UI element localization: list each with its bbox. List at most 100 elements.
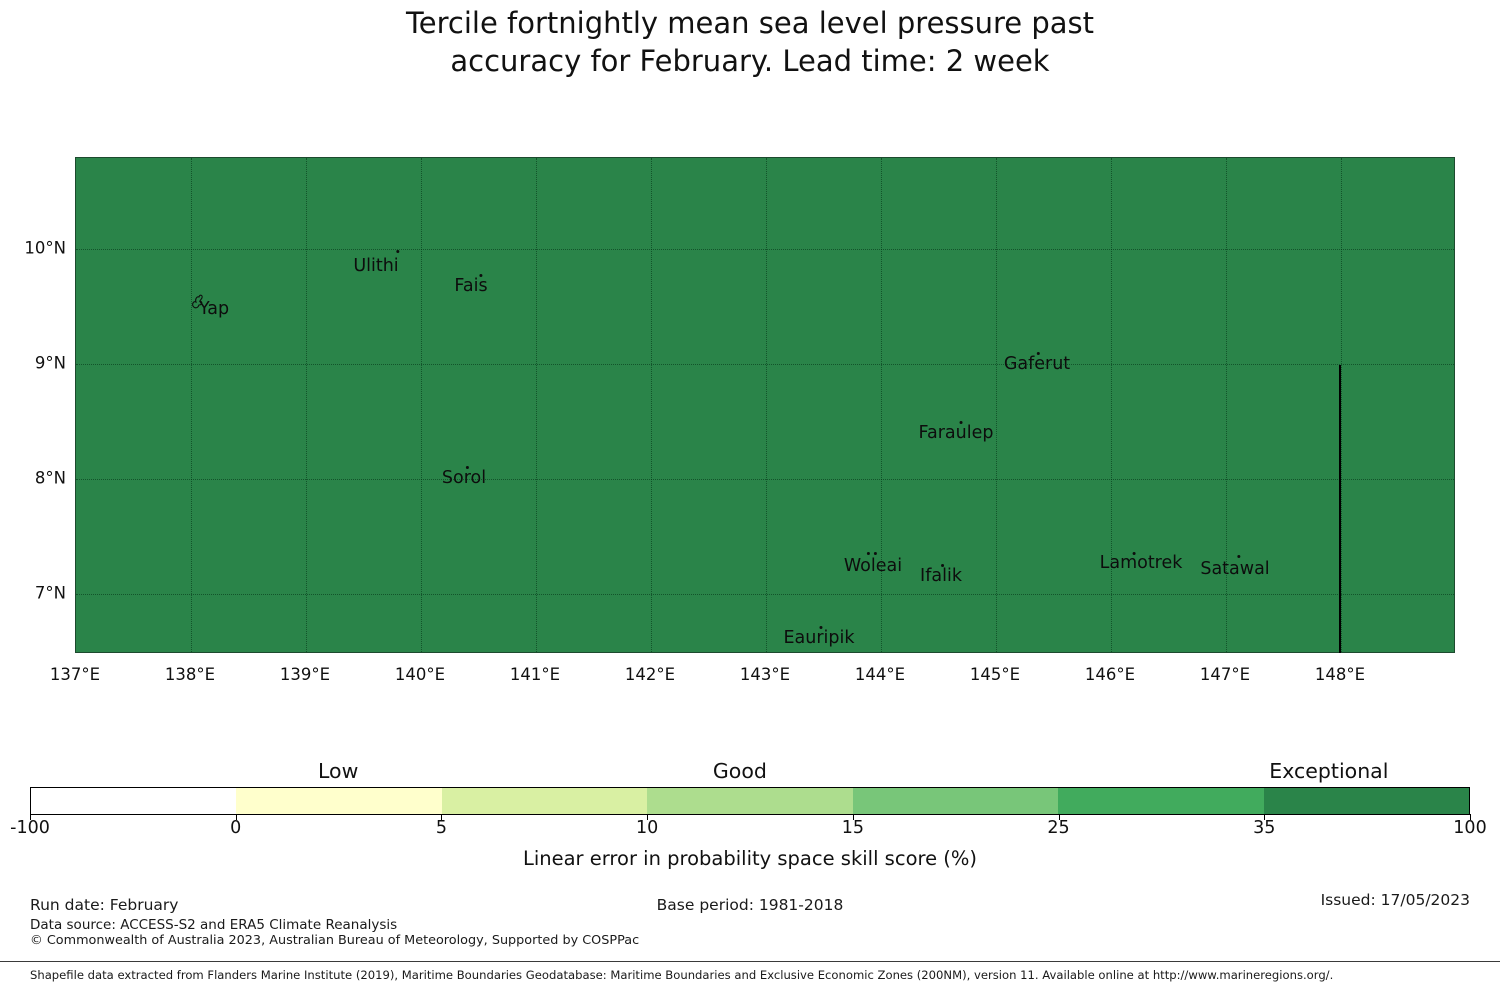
latitude-tick-label: 10°N bbox=[24, 238, 66, 258]
island-label-ulithi: Ulithi bbox=[353, 250, 399, 276]
colorbar-tick-label: 35 bbox=[1253, 818, 1276, 838]
longitude-tick-label: 145°E bbox=[969, 665, 1021, 684]
colorbar-tick bbox=[1264, 814, 1266, 820]
map-gridline-vertical bbox=[881, 158, 882, 652]
footer-base-period: Base period: 1981-2018 bbox=[656, 896, 844, 914]
colorbar-tick bbox=[441, 814, 443, 820]
colorbar-segment-2 bbox=[441, 788, 648, 814]
island-label-satawal: Satawal bbox=[1200, 555, 1270, 579]
colorbar-tick bbox=[1058, 814, 1060, 820]
footer-issued-date: Issued: 17/05/2023 bbox=[1320, 891, 1470, 909]
colorbar-segment-1 bbox=[236, 788, 442, 814]
island-label-lamotrek: Lamotrek bbox=[1099, 552, 1183, 573]
island-dot-marker bbox=[478, 274, 482, 277]
colorbar-tick-label: 25 bbox=[1047, 818, 1070, 838]
island-name: Lamotrek bbox=[1099, 553, 1183, 573]
island-dot-marker bbox=[1133, 552, 1136, 555]
colorbar-segment-3 bbox=[647, 788, 853, 814]
longitude-tick-label: 141°E bbox=[509, 665, 561, 684]
map-gridline-vertical bbox=[1341, 158, 1342, 652]
island-dot-marker bbox=[395, 250, 399, 253]
island-label-fais: Fais bbox=[454, 274, 488, 296]
maritime-boundary-line bbox=[1339, 365, 1341, 653]
longitude-tick-label: 146°E bbox=[1084, 665, 1136, 684]
colorbar-segment-5 bbox=[1058, 788, 1264, 814]
island-dot-marker bbox=[941, 564, 944, 567]
latitude-tick-label: 8°N bbox=[34, 468, 66, 488]
map-gridline-vertical bbox=[1226, 158, 1227, 652]
map-gridline-vertical bbox=[1111, 158, 1112, 652]
island-dot-marker bbox=[866, 552, 870, 555]
map-gridline-vertical bbox=[536, 158, 537, 652]
colorbar-tick-label: 15 bbox=[841, 818, 864, 838]
longitude-tick-label: 148°E bbox=[1314, 665, 1366, 684]
footer-run-date: Run date: February bbox=[30, 896, 179, 914]
island-outline-shape bbox=[190, 293, 206, 316]
island-dot-marker bbox=[1236, 555, 1240, 558]
colorbar-segment-6 bbox=[1263, 788, 1469, 814]
longitude-tick-label: 142°E bbox=[624, 665, 676, 684]
island-dot-marker bbox=[960, 421, 963, 424]
island-name: Eauripik bbox=[783, 628, 855, 648]
island-dot-marker bbox=[873, 552, 877, 555]
colorbar-tick bbox=[852, 814, 854, 820]
island-name: Sorol bbox=[441, 468, 487, 488]
island-label-ifalik: Ifalik bbox=[920, 564, 962, 586]
map-gridline-vertical bbox=[766, 158, 767, 652]
figure-title-line2: accuracy for February. Lead time: 2 week bbox=[450, 44, 1050, 78]
longitude-tick-label: 137°E bbox=[49, 665, 101, 684]
map-gridline-vertical bbox=[306, 158, 307, 652]
map-gridline-horizontal bbox=[76, 594, 1454, 595]
colorbar-tick bbox=[1470, 814, 1471, 820]
footer-copyright: © Commonwealth of Australia 2023, Austra… bbox=[30, 933, 640, 948]
colorbar-tick-label: -100 bbox=[10, 818, 50, 838]
island-name: Ulithi bbox=[353, 256, 399, 276]
longitude-tick-label: 140°E bbox=[394, 665, 446, 684]
island-label-woleai: Woleai bbox=[843, 552, 903, 576]
map-gridline-horizontal bbox=[76, 364, 1454, 365]
colorbar-category-low: Low bbox=[317, 759, 359, 783]
footer-shapefile-note: Shapefile data extracted from Flanders M… bbox=[30, 968, 1334, 982]
colorbar-category-good: Good bbox=[712, 759, 767, 783]
map-gridline-horizontal bbox=[76, 479, 1454, 480]
footer-divider bbox=[0, 961, 1500, 962]
map-gridline-vertical bbox=[996, 158, 997, 652]
island-label-sorol: Sorol bbox=[441, 466, 487, 488]
longitude-tick-label: 143°E bbox=[739, 665, 791, 684]
map-gridline-horizontal bbox=[76, 249, 1454, 250]
island-name: Ifalik bbox=[920, 566, 962, 586]
figure-title-line1: Tercile fortnightly mean sea level press… bbox=[405, 6, 1095, 40]
colorbar-segment-0 bbox=[31, 788, 237, 814]
island-name: Yap bbox=[198, 299, 230, 319]
island-name: Woleai bbox=[843, 556, 903, 576]
colorbar-segment-4 bbox=[852, 788, 1059, 814]
island-name: Satawal bbox=[1200, 559, 1270, 579]
footer-data-source: Data source: ACCESS-S2 and ERA5 Climate … bbox=[30, 917, 398, 933]
map-gridline-vertical bbox=[421, 158, 422, 652]
island-name: Faraulep bbox=[918, 423, 994, 443]
longitude-tick-label: 147°E bbox=[1199, 665, 1251, 684]
island-dot-marker bbox=[465, 466, 469, 469]
island-label-gaferut: Gaferut bbox=[1003, 352, 1071, 374]
island-label-eauripik: Eauripik bbox=[783, 626, 855, 648]
latitude-tick-label: 9°N bbox=[34, 353, 66, 373]
colorbar-tick bbox=[647, 814, 649, 820]
colorbar-category-exceptional: Exceptional bbox=[1269, 759, 1389, 783]
colorbar-tick-label: 100 bbox=[1453, 818, 1487, 838]
map-plot: Yap Ulithi Fais Sorol Gaferut Faraulep Woleai I… bbox=[75, 157, 1455, 653]
map-gridline-vertical bbox=[651, 158, 652, 652]
island-dot-marker bbox=[1037, 352, 1040, 355]
island-dot-marker bbox=[818, 626, 822, 629]
longitude-tick-label: 138°E bbox=[164, 665, 216, 684]
colorbar-tick-label: 10 bbox=[636, 818, 659, 838]
colorbar-tick-label: 5 bbox=[435, 818, 447, 838]
island-name: Fais bbox=[454, 276, 488, 296]
longitude-tick-label: 144°E bbox=[854, 665, 906, 684]
island-label-yap: Yap bbox=[192, 294, 230, 319]
colorbar bbox=[30, 787, 1470, 815]
latitude-tick-label: 7°N bbox=[34, 583, 66, 603]
island-name: Gaferut bbox=[1003, 354, 1071, 374]
island-label-faraulep: Faraulep bbox=[918, 421, 994, 443]
colorbar-tick bbox=[30, 814, 31, 820]
